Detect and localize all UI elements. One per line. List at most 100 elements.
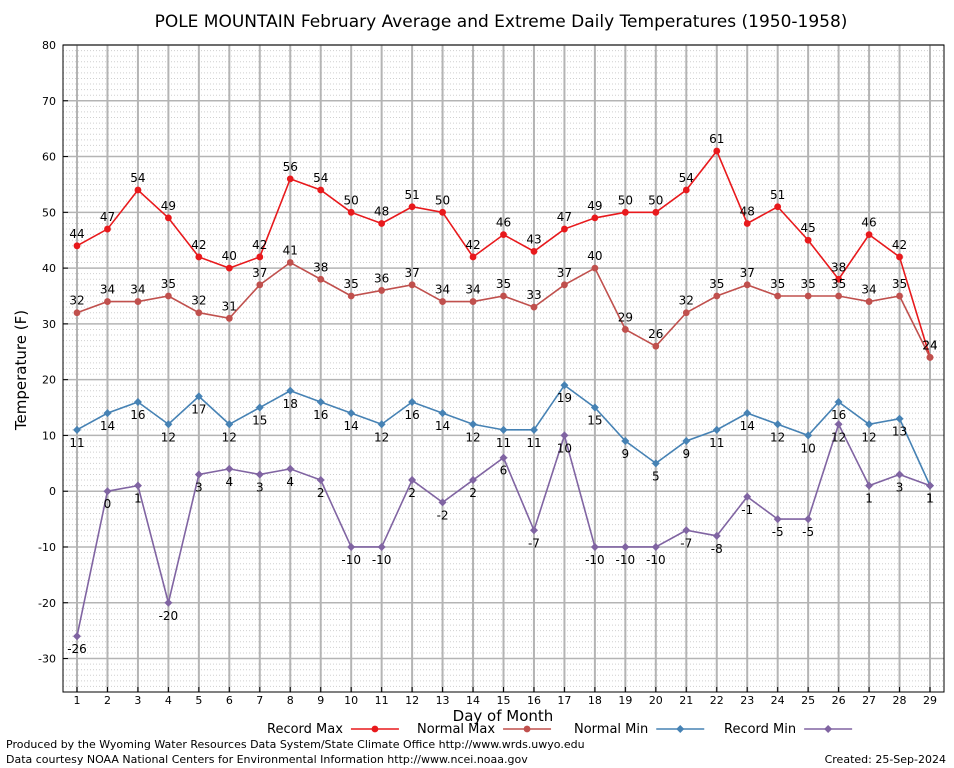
normal-min-point — [651, 459, 660, 468]
record-min-point — [834, 420, 843, 429]
normal-min-point — [499, 425, 508, 434]
record-max-data-label: 42 — [191, 238, 206, 252]
record-max-data-label: 54 — [130, 171, 145, 185]
x-tick-label: 10 — [344, 694, 358, 707]
normal-max-data-label: 41 — [283, 244, 298, 258]
record-max-point — [134, 186, 142, 194]
normal-min-point — [103, 409, 112, 418]
record-max-point — [195, 253, 203, 261]
record-max-point — [317, 186, 325, 194]
normal-min-data-label: 12 — [861, 430, 876, 444]
record-min-point — [286, 464, 295, 473]
record-min-point — [865, 481, 874, 490]
normal-min-data-label: 11 — [496, 436, 511, 450]
record-max-data-label: 42 — [892, 238, 907, 252]
record-max-point — [256, 253, 264, 261]
normal-max-point — [530, 303, 538, 311]
normal-max-point — [500, 292, 507, 300]
record-min-data-label: -5 — [802, 525, 814, 539]
normal-max-point — [195, 309, 203, 317]
x-tick-label: 4 — [165, 694, 172, 707]
normal-max-data-label: 34 — [130, 283, 145, 297]
record-min-data-label: 1 — [865, 492, 873, 506]
record-max-data-label: 46 — [496, 216, 511, 230]
normal-max-data-label: 33 — [526, 288, 541, 302]
record-min-point — [225, 464, 234, 473]
normal-max-data-label: 35 — [892, 277, 907, 291]
record-max-point — [530, 247, 538, 255]
normal-max-point — [896, 292, 903, 300]
record-max-data-label: 54 — [313, 171, 328, 185]
normal-min-point — [408, 397, 417, 406]
normal-max-data-label: 36 — [374, 271, 389, 285]
record-min-point — [103, 487, 112, 496]
record-max-point — [682, 186, 690, 194]
record-min-data-label: -8 — [711, 542, 723, 556]
legend-swatch-marker — [523, 725, 531, 733]
normal-max-data-label: 35 — [770, 277, 785, 291]
record-max-data-label: 51 — [404, 188, 419, 202]
record-max-data-label: 43 — [526, 232, 541, 246]
normal-max-data-label: 35 — [709, 277, 724, 291]
normal-min-data-label: 14 — [344, 419, 359, 433]
record-min-point — [377, 542, 386, 551]
x-tick-label: 8 — [287, 694, 294, 707]
normal-max-data-label: 34 — [861, 283, 876, 297]
normal-min-point — [347, 409, 356, 418]
normal-min-data-label: 14 — [740, 419, 755, 433]
x-tick-label: 2 — [104, 694, 111, 707]
record-max-point — [500, 231, 507, 239]
x-tick-label: 23 — [740, 694, 754, 707]
legend-label: Record Min — [724, 722, 796, 737]
record-min-point — [499, 453, 508, 462]
chart-title: POLE MOUNTAIN February Average and Extre… — [155, 12, 848, 32]
normal-max-point — [469, 298, 477, 305]
record-max-data-label: 42 — [252, 238, 267, 252]
normal-max-data-label: 37 — [740, 266, 755, 280]
legend-label: Normal Max — [417, 722, 495, 737]
record-min-point — [621, 542, 630, 551]
x-tick-label: 28 — [893, 694, 907, 707]
normal-min-data-label: 1 — [926, 492, 934, 506]
normal-min-data-label: 17 — [191, 402, 206, 416]
record-min-data-label: -1 — [741, 503, 753, 517]
record-min-data-label: 3 — [896, 480, 904, 494]
normal-max-point — [104, 298, 111, 305]
record-max-point — [743, 220, 751, 227]
legend-item-normal-min: Normal Min — [574, 722, 705, 737]
normal-min-data-label: 14 — [435, 419, 450, 433]
legend-label: Normal Min — [574, 722, 648, 737]
normal-max-point — [378, 287, 386, 294]
normal-min-point — [286, 386, 295, 395]
normal-min-data-label: 11 — [69, 436, 84, 450]
normal-max-point — [774, 292, 782, 300]
normal-max-data-label: 35 — [801, 277, 816, 291]
normal-min-point — [895, 414, 904, 423]
normal-min-point — [682, 437, 691, 446]
normal-min-data-label: 16 — [831, 408, 846, 422]
record-max-point — [591, 214, 599, 222]
record-min-data-label: 4 — [286, 475, 294, 489]
record-min-point — [560, 431, 569, 440]
record-max-data-label: 50 — [344, 193, 359, 207]
normal-min-data-label: 5 — [652, 469, 660, 483]
x-tick-label: 19 — [618, 694, 632, 707]
record-max-data-label: 48 — [374, 204, 389, 218]
record-min-data-label: -26 — [67, 642, 87, 656]
footer-created: Created: 25-Sep-2024 — [825, 753, 946, 766]
record-max-data-label: 49 — [161, 199, 176, 213]
normal-min-data-label: 10 — [801, 441, 816, 455]
legend-item-normal-max: Normal Max — [417, 722, 552, 737]
normal-min-point — [164, 420, 173, 429]
record-max-point — [164, 214, 172, 222]
normal-min-point — [712, 425, 721, 434]
legend-item-record-min: Record Min — [724, 722, 853, 737]
record-max-point — [621, 208, 629, 216]
x-tick-label: 6 — [226, 694, 233, 707]
record-min-data-label: 4 — [226, 475, 234, 489]
normal-min-point — [743, 409, 752, 418]
y-tick-label: 0 — [49, 485, 56, 498]
record-min-data-label: 2 — [469, 486, 477, 500]
record-max-data-label: 61 — [709, 132, 724, 146]
